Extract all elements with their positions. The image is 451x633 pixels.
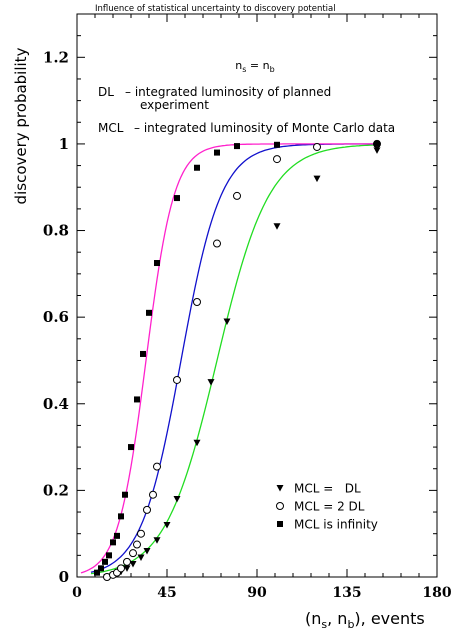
- data-point-series-1: [313, 175, 321, 183]
- legend-marker-2: [276, 502, 284, 510]
- data-point-series-3: [194, 164, 200, 171]
- legend-label-3: MCL is infinity: [294, 518, 378, 532]
- y-tick-label: 1: [59, 135, 69, 153]
- data-point-series-1: [273, 223, 281, 230]
- x-tick-label: 135: [332, 585, 361, 601]
- annotation-dl-desc-2: experiment: [140, 98, 209, 112]
- data-point-series-3: [128, 444, 134, 451]
- data-point-series-3: [98, 565, 104, 572]
- subtitle: ns = nb: [235, 59, 274, 74]
- annotation-dl-key: DL: [98, 85, 114, 99]
- y-tick-label: 0: [59, 568, 69, 586]
- legend-label-2: MCL = 2 DL: [294, 500, 365, 514]
- annotation-dl-desc: – integrated luminosity of planned: [125, 85, 331, 99]
- annotation-mcl-desc: – integrated luminosity of Monte Carlo d…: [134, 121, 395, 135]
- y-tick-label: 0.2: [43, 481, 69, 499]
- y-tick-label: 0.4: [43, 395, 69, 413]
- data-point-series-1: [193, 439, 201, 447]
- data-point-series-3: [234, 143, 240, 150]
- legend-marker-1: [276, 485, 284, 492]
- data-point-series-3: [146, 309, 152, 316]
- x-tick-label: 90: [247, 585, 267, 601]
- series-line-3: [80, 143, 377, 574]
- x-tick-label: 0: [72, 585, 82, 601]
- y-tick-label: 0.6: [43, 308, 69, 326]
- data-point-series-2: [213, 239, 221, 248]
- x-tick-label: 180: [422, 585, 451, 601]
- data-point-series-2: [153, 462, 161, 471]
- data-point-series-3: [140, 350, 146, 357]
- y-tick-label: 0.8: [43, 222, 69, 240]
- data-point-series-3: [118, 513, 124, 520]
- legend-marker-3: [277, 521, 283, 527]
- legend-label-1: MCL = DL: [294, 482, 361, 496]
- data-point-series-2: [133, 540, 141, 549]
- data-point-series-3: [102, 558, 108, 565]
- data-point-series-3: [122, 491, 128, 498]
- data-point-series-1: [223, 318, 231, 325]
- x-axis-label: (ns, nb), events: [305, 609, 425, 631]
- data-point-series-2: [117, 564, 125, 573]
- data-point-series-1: [173, 496, 181, 503]
- data-point-series-1: [129, 561, 137, 568]
- data-point-series-3: [374, 140, 380, 147]
- annotation-mcl-key: MCL: [98, 121, 124, 135]
- data-point-series-1: [137, 554, 145, 562]
- data-point-series-3: [106, 552, 112, 559]
- data-point-series-2: [123, 557, 131, 566]
- data-point-series-2: [149, 490, 157, 499]
- data-point-series-1: [123, 565, 131, 572]
- data-point-series-1: [143, 548, 151, 555]
- data-point-series-2: [137, 529, 145, 538]
- plot-area: 0 45 90 135 180 0 0.2 0.4 0.6 0.8 1 1.2: [43, 13, 451, 601]
- data-point-series-3: [154, 260, 160, 267]
- data-point-series-1: [207, 379, 215, 386]
- data-point-series-1: [153, 537, 161, 544]
- chart-title: Influence of statistical uncertainty to …: [95, 4, 336, 14]
- data-point-series-3: [134, 396, 140, 403]
- series-line-1: [90, 144, 378, 575]
- data-point-series-3: [274, 141, 280, 148]
- data-point-series-3: [110, 539, 116, 546]
- y-axis-label: discovery probability: [12, 47, 30, 204]
- x-tick-label: 45: [157, 585, 176, 601]
- data-point-series-2: [143, 505, 151, 514]
- legend: MCL = DL MCL = 2 DL MCL is infinity: [276, 482, 378, 532]
- data-point-series-2: [273, 155, 281, 164]
- data-point-series-2: [233, 191, 241, 200]
- data-point-series-2: [173, 375, 181, 384]
- data-point-series-2: [313, 142, 321, 151]
- data-point-series-3: [214, 149, 220, 156]
- data-point-series-1: [163, 522, 171, 529]
- data-point-series-2: [129, 549, 137, 558]
- data-point-series-3: [94, 569, 100, 576]
- y-tick-label: 1.2: [43, 48, 69, 66]
- data-point-series-3: [114, 532, 120, 539]
- data-point-series-3: [174, 195, 180, 202]
- data-point-series-2: [193, 297, 201, 306]
- data-point-series-1: [373, 147, 381, 154]
